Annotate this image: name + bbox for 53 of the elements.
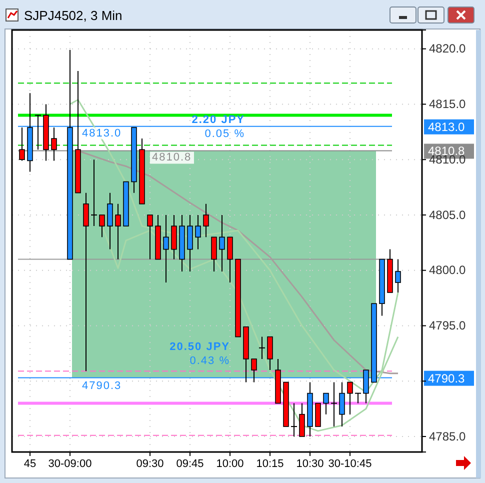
x-tick-label: 09:45 xyxy=(176,458,204,470)
x-tick-label: 10:15 xyxy=(256,458,284,470)
y-tick-label: 4800.0 xyxy=(429,263,466,278)
text: 4790.3 xyxy=(428,371,465,386)
candlestick xyxy=(147,214,153,260)
candlestick xyxy=(107,192,113,250)
y-tick-label: 4815.0 xyxy=(429,97,466,112)
text: 4813.0 xyxy=(428,120,465,134)
candlestick xyxy=(19,126,25,162)
candlestick xyxy=(219,214,225,272)
candlestick xyxy=(83,192,89,372)
candlestick xyxy=(315,402,321,427)
candlestick xyxy=(227,236,233,284)
candlestick xyxy=(115,203,121,260)
candlestick xyxy=(267,336,273,371)
x-tick-label: 45 xyxy=(24,458,36,470)
candlestick xyxy=(323,392,329,415)
candlestick xyxy=(51,126,57,162)
candlestick xyxy=(203,203,209,238)
candlestick xyxy=(34,114,42,150)
x-tick-label: 30-09:00 xyxy=(48,458,92,470)
candlestick xyxy=(99,214,105,238)
ref-line-label: 4810.8 xyxy=(152,152,192,164)
y-tick-label: 4805.0 xyxy=(429,208,466,222)
candlestick xyxy=(90,159,98,227)
candlestick xyxy=(339,382,345,428)
y-tick-label: 4785.0 xyxy=(429,429,466,444)
candlestick xyxy=(395,258,401,294)
candlestick xyxy=(163,214,169,284)
candlestick xyxy=(258,336,266,360)
candlestick xyxy=(211,236,217,272)
x-tick-label: 09:30 xyxy=(136,458,164,470)
annotation: 20.50 JPY xyxy=(170,341,230,353)
annotation: 0.05 % xyxy=(204,128,245,140)
candlestick xyxy=(299,402,305,437)
annotation: 2.20 JPY xyxy=(192,114,245,126)
candlestick xyxy=(347,382,353,415)
x-tick-label: 10:00 xyxy=(216,458,244,470)
ref-line-label: 4813.0 xyxy=(82,127,122,140)
candlestick xyxy=(290,402,298,437)
candlestick xyxy=(354,392,362,404)
ref-line-label: 4790.3 xyxy=(82,380,122,392)
chart-title: SJPJ4502, 3 Min xyxy=(24,8,122,23)
candlestick xyxy=(195,214,201,250)
candlestick xyxy=(251,358,257,383)
x-tick-label: 10:30 xyxy=(296,458,324,470)
y-tick-label: 4795.0 xyxy=(429,318,466,333)
y-tick-label: 4820.0 xyxy=(429,42,466,56)
candlestick xyxy=(171,214,177,260)
x-tick-label: 30-10:45 xyxy=(328,458,372,470)
candlestick xyxy=(187,214,193,272)
annotation: 0.43 % xyxy=(190,355,230,367)
candlestick xyxy=(330,382,338,428)
